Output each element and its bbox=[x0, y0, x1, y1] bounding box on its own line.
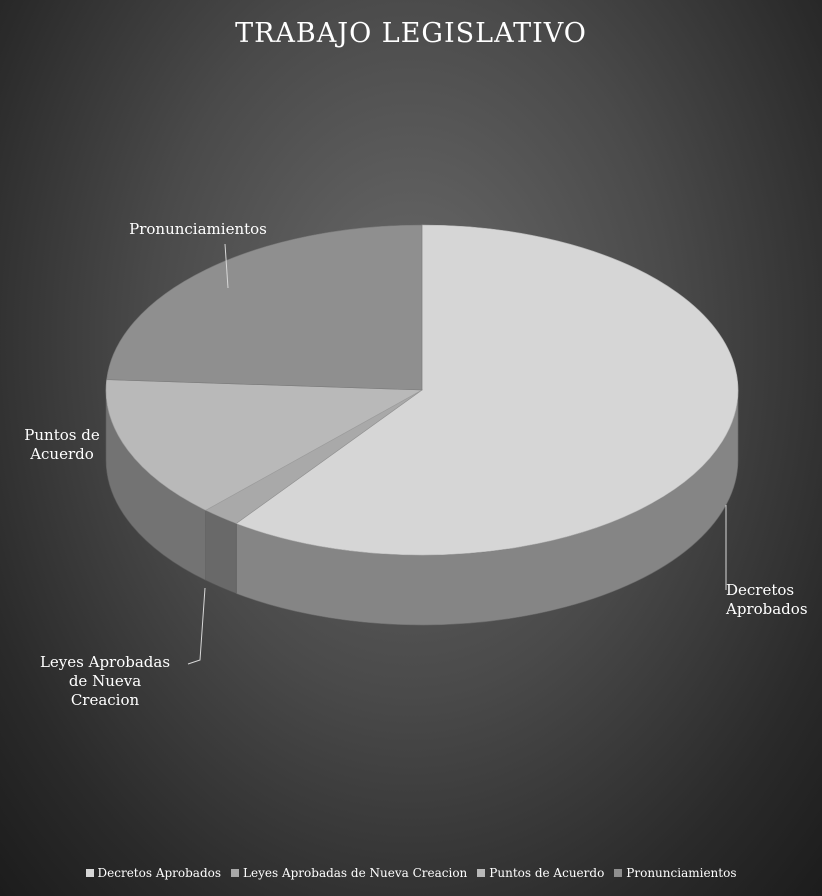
leader-line-pronunciamientos bbox=[224, 243, 229, 289]
data-label-decretos-aprobados: Decretos Aprobados bbox=[725, 581, 808, 618]
pie-side-leyes-aprobadas-de-nueva-creacion bbox=[205, 509, 237, 594]
pie-slice-puntos-de-acuerdo bbox=[105, 379, 424, 511]
legend: Decretos Aprobados Leyes Aprobadas de Nue… bbox=[0, 866, 822, 880]
legend-swatch bbox=[477, 869, 486, 877]
data-label-pronunciamientos: Pronunciamientos bbox=[129, 220, 267, 238]
legend-item-puntos-de-acuerdo: Puntos de Acuerdo bbox=[477, 866, 604, 880]
leader-line-leyes-aprobadas-de-nueva-creacion bbox=[187, 587, 206, 665]
pie-slice-pronunciamientos bbox=[106, 224, 423, 391]
data-label-leyes-aprobadas-de-nueva-creacion: Leyes Aprobadas de Nueva Creacion bbox=[40, 653, 170, 709]
legend-label: Puntos de Acuerdo bbox=[489, 866, 605, 880]
pie-slice-decretos-aprobados bbox=[235, 224, 739, 556]
legend-label: Decretos Aprobados bbox=[97, 866, 222, 880]
legend-label: Leyes Aprobadas de Nueva Creacion bbox=[243, 866, 468, 880]
legend-swatch bbox=[85, 869, 94, 877]
chart-title: TRABAJO LEGISLATIVO bbox=[235, 18, 587, 49]
legend-item-leyes-aprobadas-de-nueva-creacion: Leyes Aprobadas de Nueva Creacion bbox=[231, 866, 467, 880]
legend-item-decretos-aprobados: Decretos Aprobados bbox=[85, 866, 222, 880]
legend-label: Pronunciamientos bbox=[626, 866, 737, 880]
data-label-puntos-de-acuerdo: Puntos de Acuerdo bbox=[24, 426, 100, 463]
legend-swatch bbox=[614, 869, 623, 877]
legend-swatch bbox=[231, 869, 240, 877]
legend-item-pronunciamientos: Pronunciamientos bbox=[614, 866, 736, 880]
